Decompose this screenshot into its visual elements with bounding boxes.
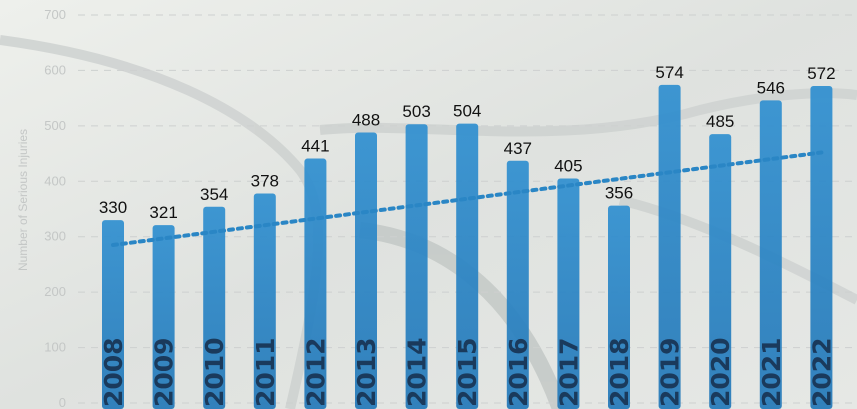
bar [203,206,226,409]
y-tick-label: 700 [44,7,66,22]
year-label: 2012 [301,337,330,407]
y-tick-label: 400 [44,173,66,188]
year-label: 2013 [352,337,381,407]
value-label: 572 [807,64,835,83]
year-label: 2008 [99,337,128,407]
value-label: 330 [99,198,127,217]
value-label: 546 [757,78,785,97]
value-label: 488 [352,111,380,130]
year-label: 2019 [656,337,685,407]
year-label: 2014 [403,337,432,407]
bar [456,123,479,409]
year-label: 2020 [706,337,735,407]
y-tick-label: 500 [44,118,66,133]
bar [709,134,732,409]
value-label: 354 [200,185,228,204]
year-labels: 2008 2009 2010 2011 2012 2013 2014 2015 2016 2017… [99,337,836,407]
year-label: 2018 [605,337,634,407]
value-label: 405 [554,157,582,176]
year-label: 2011 [251,337,280,407]
value-label: 441 [301,137,329,156]
year-label: 2022 [807,337,836,407]
year-label: 2009 [150,337,179,407]
value-label: 356 [605,184,633,203]
value-label: 503 [402,102,430,121]
bar [253,193,276,409]
year-label: 2016 [504,337,533,407]
y-tick-label: 0 [59,395,66,409]
bar [355,132,377,409]
value-label: 574 [655,63,683,82]
year-label: 2021 [757,337,786,407]
value-label: 437 [504,139,532,158]
bar [102,220,124,409]
bar [658,84,681,409]
y-tick-label: 200 [44,284,66,299]
value-label: 378 [251,171,279,190]
value-label: 485 [706,112,734,131]
bar-series [102,84,833,409]
bar [152,225,175,409]
value-label: 321 [149,203,177,222]
y-tick-label: 300 [44,229,66,244]
year-label: 2010 [200,337,229,407]
bar [810,85,833,409]
y-axis-label: Number of Serious Injuries [16,129,30,271]
bar [608,205,630,409]
bar [405,124,428,409]
y-tick-label: 600 [44,62,66,77]
bar [506,160,529,409]
year-label: 2017 [554,337,583,407]
value-labels: 330 321 354 378 441 488 503 504 437 405 356 574 485 5… [99,63,836,222]
trend-line [111,150,824,248]
value-label: 504 [453,102,481,121]
y-axis-ticks: 0 100 200 300 400 500 600 700 [44,7,66,409]
bar [557,178,580,409]
year-label: 2015 [453,337,482,407]
y-tick-label: 100 [44,340,66,355]
bar [759,100,782,409]
